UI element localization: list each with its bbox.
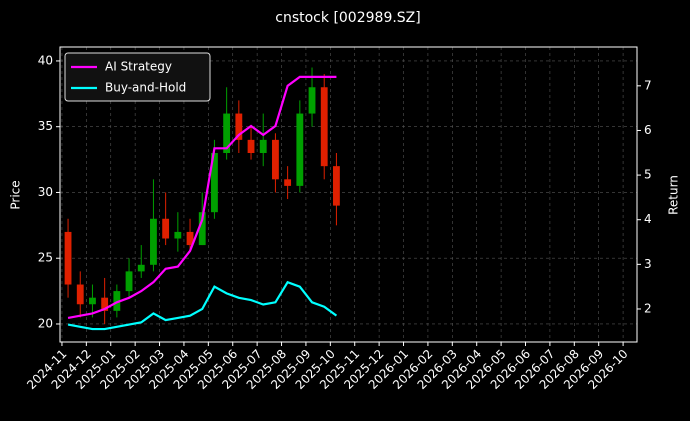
candle-body [113,291,121,311]
candle-body [272,139,279,180]
y2-tick-label: 7 [644,78,652,92]
candle-body [333,166,340,206]
y-tick-label: 20 [38,316,53,330]
candle-body [247,139,255,154]
y2-axis-label: Return [667,175,681,215]
candle-body [284,179,292,186]
candle-body [150,218,157,265]
legend-box [64,52,211,102]
candle-body [162,218,170,239]
line-series [67,280,338,331]
y2-tick-label: 5 [644,168,652,182]
candle-body [89,297,96,305]
legend-label: AI Strategy [105,60,172,74]
y-tick-label: 30 [38,185,53,199]
line-series [67,75,337,319]
candle-body [296,113,304,186]
candle-body [76,284,84,305]
y-tick-label: 25 [38,251,53,265]
y2-tick-label: 2 [644,301,652,315]
candle-body [259,139,267,154]
y2-tick-label: 6 [644,123,652,137]
candle-body [223,113,231,154]
y2-tick-label: 3 [644,257,652,271]
candle-body [186,231,194,246]
plot-frame [59,46,638,343]
candle-body [320,87,328,167]
candle-body [174,231,182,239]
candle-body [308,87,316,114]
candle-body [64,231,72,285]
y-tick-label: 35 [38,119,53,133]
candle-body [125,271,133,292]
candle-body [211,153,218,213]
chart-title: cnstock [002989.SZ] [275,10,420,26]
candle-body [137,264,145,272]
legend-label: Buy-and-Hold [105,81,186,95]
candle-body [235,113,243,140]
y-tick-label: 40 [38,53,53,67]
candle-body [198,212,206,246]
y-axis-label: Price [9,180,23,209]
y2-tick-label: 4 [644,212,652,226]
candle-body [101,297,109,311]
